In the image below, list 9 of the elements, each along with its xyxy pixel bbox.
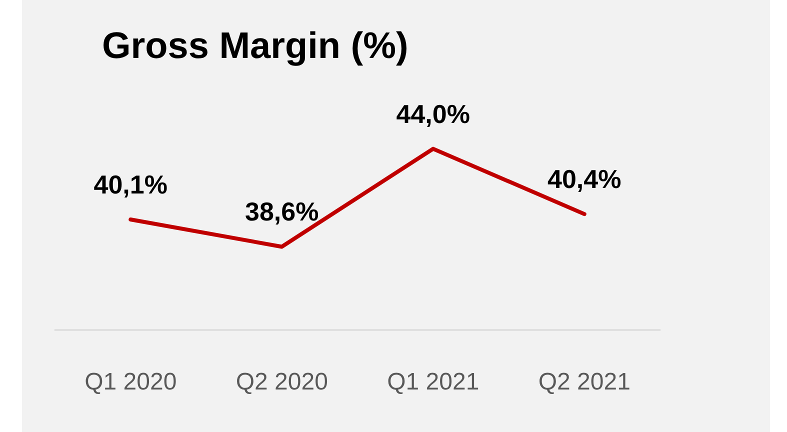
data-label: 44,0%	[396, 98, 470, 129]
x-tick-label: Q2 2021	[538, 368, 630, 396]
data-label: 38,6%	[245, 196, 319, 227]
x-tick-label: Q1 2020	[84, 368, 177, 396]
chart-title: Gross Margin (%)	[102, 25, 408, 66]
data-label: 40,1%	[94, 170, 168, 200]
x-tick-label: Q2 2020	[236, 368, 328, 396]
data-label: 40,4%	[548, 164, 622, 194]
x-tick-label: Q1 2021	[387, 368, 480, 396]
